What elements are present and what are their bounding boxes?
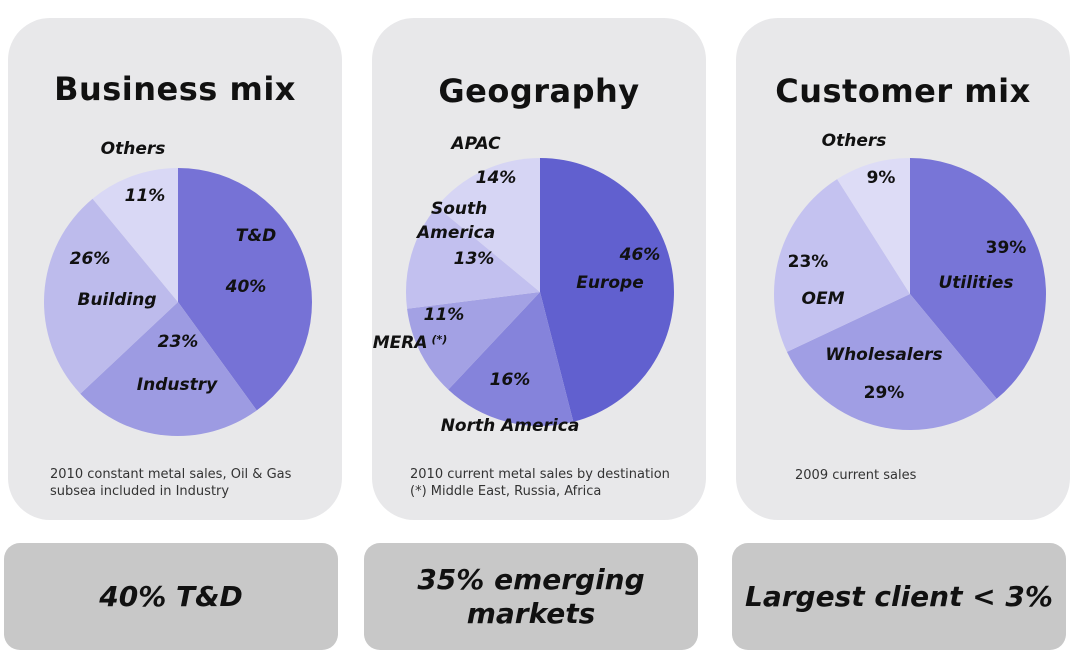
slice-value-others: 11% [125, 186, 166, 206]
pie-slice-utilities [910, 157, 1047, 399]
slice-value-others: 9% [867, 168, 896, 188]
slice-value-oem: 23% [788, 252, 829, 272]
slice-value-tandd: 40% [225, 277, 267, 297]
slice-label-oem: OEM [802, 289, 845, 309]
business-mix-summary: 40% T&D [4, 543, 338, 650]
pie-slice-others [837, 158, 910, 294]
slice-value-mera: 11% [424, 305, 465, 325]
business-mix-title: Business mix [54, 70, 296, 108]
slice-label-europe: Europe [576, 273, 643, 293]
pie-slice-north-america [448, 292, 574, 426]
geography-summary: 35% emerging markets [364, 543, 698, 650]
slice-label-wholesalers: Wholesalers [825, 345, 942, 365]
slice-label-tandd: T&D [236, 226, 277, 246]
customer-mix-panel: Customer mix Utilities 39% Wholesalers 29% O… [736, 18, 1070, 520]
pie-slice-tandd [178, 168, 312, 411]
customer-mix-title: Customer mix [775, 72, 1031, 110]
business-mix-chart: T&D 40% Industry 23% Building 26% Others 11% [44, 139, 312, 436]
geography-title: Geography [438, 72, 640, 110]
pie-slice-building [44, 198, 178, 394]
pie-slice-others [92, 168, 178, 302]
slice-label-apac: APAC [449, 134, 501, 154]
slice-label-north-america: North America [441, 416, 580, 436]
slice-label-building: Building [78, 290, 157, 310]
slice-value-wholesalers: 29% [864, 383, 905, 403]
pie-slice-south-america [406, 206, 540, 309]
geography-note: 2010 current metal sales by destination … [410, 467, 670, 499]
slice-label-south-america: South America [415, 199, 495, 243]
slice-value-industry: 23% [158, 332, 199, 352]
slice-label-others: Others [822, 131, 887, 151]
pie-slice-mera [407, 292, 540, 390]
pie-slice-apac [436, 158, 540, 292]
pie-slice-oem [773, 179, 910, 352]
slice-value-north-america: 16% [490, 370, 531, 390]
geography-panel: Geography Europe 46% North America 16% MERA(… [372, 18, 706, 520]
slice-value-building: 26% [70, 249, 111, 269]
slice-value-europe: 46% [619, 245, 661, 265]
business-mix-panel: Business mix T&D 40% Industry 23% Building 26… [8, 18, 342, 520]
slice-label-industry: Industry [137, 375, 218, 395]
pie-slice-europe [540, 158, 674, 422]
pie-slice-wholesalers [786, 294, 997, 431]
customer-mix-note: 2009 current sales [795, 468, 917, 483]
pie-slice-industry [80, 302, 257, 436]
slice-value-utilities: 39% [986, 238, 1027, 258]
slice-value-south-america: 13% [454, 249, 495, 269]
slice-label-others: Others [101, 139, 166, 159]
slice-value-apac: 14% [476, 168, 517, 188]
customer-mix-chart: Utilities 39% Wholesalers 29% OEM 23% Others 9% [773, 131, 1047, 431]
customer-mix-summary: Largest client < 3% [732, 543, 1066, 650]
slice-label-utilities: Utilities [938, 273, 1013, 293]
business-mix-note: 2010 constant metal sales, Oil & Gas sub… [50, 467, 292, 499]
